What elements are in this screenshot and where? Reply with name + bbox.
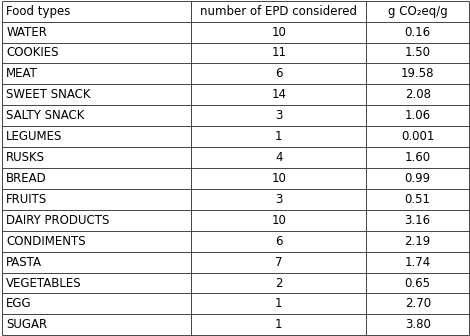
Text: LEGUMES: LEGUMES [6,130,63,143]
Text: 11: 11 [271,46,286,59]
Text: COOKIES: COOKIES [6,46,59,59]
Text: 10: 10 [272,214,286,227]
Text: 19.58: 19.58 [401,68,434,80]
Text: 10: 10 [272,26,286,39]
Text: 14: 14 [271,88,286,101]
Text: WATER: WATER [6,26,47,39]
Text: 1: 1 [275,297,282,310]
Text: 1.06: 1.06 [405,109,431,122]
Text: Food types: Food types [6,5,70,17]
Text: RUSKS: RUSKS [6,151,45,164]
Text: 3.80: 3.80 [405,319,431,331]
Text: g CO₂eq/g: g CO₂eq/g [388,5,447,17]
Text: MEAT: MEAT [6,68,38,80]
Text: 3: 3 [275,109,282,122]
Text: 2.19: 2.19 [405,235,431,248]
Text: SALTY SNACK: SALTY SNACK [6,109,85,122]
Text: EGG: EGG [6,297,32,310]
Text: 3: 3 [275,193,282,206]
Text: BREAD: BREAD [6,172,47,185]
Text: 0.001: 0.001 [401,130,434,143]
Text: 1.74: 1.74 [405,256,431,268]
Text: 6: 6 [275,235,282,248]
Text: SWEET SNACK: SWEET SNACK [6,88,91,101]
Text: 10: 10 [272,172,286,185]
Text: 3.16: 3.16 [405,214,431,227]
Text: 0.99: 0.99 [405,172,431,185]
Text: 0.51: 0.51 [405,193,431,206]
Text: FRUITS: FRUITS [6,193,47,206]
Text: 4: 4 [275,151,282,164]
Text: number of EPD considered: number of EPD considered [200,5,357,17]
Text: 7: 7 [275,256,282,268]
Text: VEGETABLES: VEGETABLES [6,277,82,290]
Text: PASTA: PASTA [6,256,42,268]
Text: 2.70: 2.70 [405,297,431,310]
Text: DAIRY PRODUCTS: DAIRY PRODUCTS [6,214,110,227]
Text: SUGAR: SUGAR [6,319,47,331]
Text: 2.08: 2.08 [405,88,431,101]
Text: 1.60: 1.60 [405,151,431,164]
Text: 0.16: 0.16 [405,26,431,39]
Text: CONDIMENTS: CONDIMENTS [6,235,86,248]
Text: 1: 1 [275,319,282,331]
Text: 0.65: 0.65 [405,277,431,290]
Text: 1.50: 1.50 [405,46,431,59]
Text: 2: 2 [275,277,282,290]
Text: 6: 6 [275,68,282,80]
Text: 1: 1 [275,130,282,143]
